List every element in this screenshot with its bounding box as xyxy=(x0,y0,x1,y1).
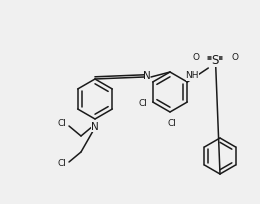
Text: NH: NH xyxy=(186,71,199,81)
Text: Cl: Cl xyxy=(57,160,66,169)
Text: Cl: Cl xyxy=(57,120,66,129)
Text: Cl: Cl xyxy=(167,119,177,128)
Text: N: N xyxy=(143,71,151,81)
Text: S: S xyxy=(212,53,219,67)
Text: N: N xyxy=(91,122,99,132)
Text: O: O xyxy=(231,53,238,62)
Text: Cl: Cl xyxy=(139,99,148,108)
Text: O: O xyxy=(192,53,199,62)
